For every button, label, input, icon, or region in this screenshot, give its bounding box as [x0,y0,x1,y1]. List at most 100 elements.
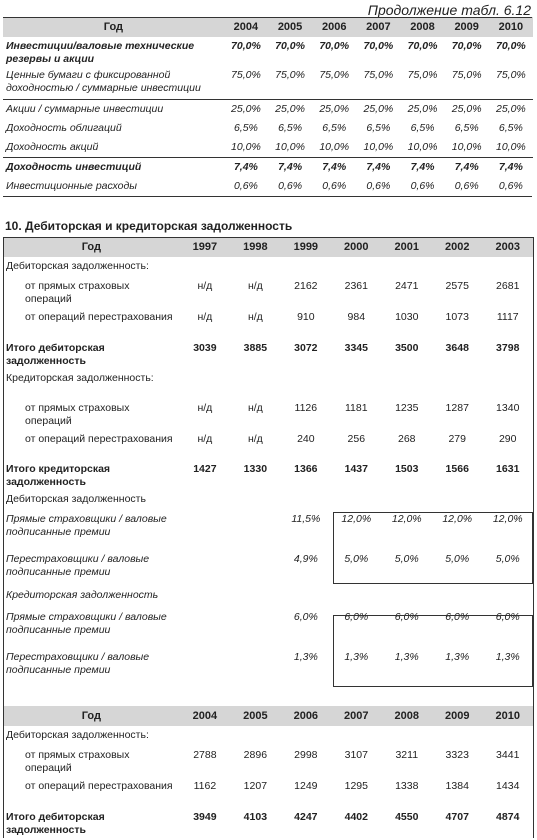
cell-value: 75,0% [407,69,438,81]
investment-table: Год 2004 2005 2006 2007 2008 2009 2010 Инвестиц… [3,17,533,195]
cell-value: 0,6% [498,180,523,192]
cell-value: 3949 [193,811,217,823]
cell-value: 1,3% [293,651,318,663]
cell-value: 6,5% [366,122,391,134]
table-row: Акции / суммарные инвестиции 25,0% 25,0% 25… [3,98,533,119]
cell-value: 70,0% [319,40,350,52]
cell-value: 4402 [344,811,368,823]
row-label: Дебиторская задолженность: [6,729,149,741]
row-label: Инвестиции/валовые технические резервы и… [6,40,195,65]
cell-value: 910 [297,311,315,323]
cell-value: 75,0% [231,69,261,81]
cell-value: 1427 [193,463,217,475]
cell-value: 1434 [496,780,520,792]
cell-value: 1162 [193,780,217,792]
table-row: Дебиторская задолженность: [3,726,533,746]
cell-value: 268 [398,433,416,445]
row-label: от операций перестрахования [25,311,173,323]
table-header: Год 2004 2005 2006 2007 2008 2009 2010 [3,17,533,37]
cell-value: 1338 [395,780,419,792]
cell-value: 1330 [243,463,268,475]
row-label: Кредиторская задолженность: [6,372,154,384]
table-row: Доходность облигаций 6,5% 6,5% 6,5% 6,5% 6,5%… [3,119,533,138]
cell-value: 7,4% [400,156,445,177]
cell-value: 1235 [395,402,419,414]
row-label: Прямые страховщики / валовые подписанные… [6,611,167,636]
cell-value: 6,0% [445,611,470,623]
row-label: Дебиторская задолженность: [6,260,149,272]
cell-value: 7,4% [444,156,489,177]
cell-value: 4247 [294,811,318,823]
cell-value: 1117 [496,311,519,323]
cell-value: 1287 [445,402,469,414]
cell-value: 10,0% [231,141,261,153]
header-year: 2006 [293,709,319,722]
cell-value: 290 [498,433,517,445]
cell-value: 2575 [445,280,469,292]
cell-value: 6,0% [495,611,520,623]
cell-value: 25,0% [223,98,268,119]
header-year-label: Год [81,240,101,253]
cell-value: 2681 [496,280,520,292]
table-row: Итого дебиторская задолженность 3949 4103 4… [3,808,533,838]
cell-value: 70,0% [451,40,482,52]
cell-value: 2896 [243,749,268,761]
cell-value: 1295 [344,780,368,792]
row-label: Инвестиционные расходы [6,180,138,192]
cell-value: 75,0% [319,69,350,81]
cell-value: 6,0% [394,611,419,623]
cell-value: 25,0% [267,98,313,119]
table-row: Перестраховщики / валовые подписанные пр… [3,550,533,586]
cell-value: 12,0% [341,513,372,525]
cell-value: н/д [197,402,213,414]
cell-value: н/д [197,433,213,445]
table-frame [3,17,532,197]
cell-value: 3323 [445,749,469,761]
cell-value: 3500 [395,342,419,354]
row-label: Перестраховщики / валовые подписанные пр… [6,651,150,676]
cell-value: 4,9% [293,553,318,565]
table-row: Кредиторская задолженность: [3,369,533,399]
cell-value: 2788 [193,749,217,761]
cell-value: 7,4% [223,156,268,177]
cell-value: 1503 [395,463,419,475]
table-row: от операций перестрахования н/д н/д 240 256 2… [3,430,533,460]
header-year: 2007 [344,709,369,722]
receivables-forecast-table: Год 2004 2005 2006 2007 2008 2009 2010 Дебиторс… [3,706,533,838]
row-label: Перестраховщики / валовые подписанные пр… [6,553,150,578]
cell-value: 0,6% [454,180,479,192]
cell-value: 25,0% [444,98,489,119]
cell-value: 0,6% [366,180,391,192]
header-year: 2006 [321,20,347,33]
cell-value: 256 [347,433,366,445]
cell-value: 5,0% [445,553,470,565]
cell-value: 1384 [445,780,469,792]
cell-value: 12,0% [442,513,473,525]
cell-value: 1340 [496,402,520,414]
header-year: 2004 [233,20,259,33]
header-year: 2003 [495,240,520,253]
table-row: от операций перестра­хования 1162 1207 1249… [3,777,533,808]
header-year: 1998 [243,240,268,253]
row-label: от прямых страховых операций [25,280,130,305]
cell-value: 3648 [445,342,469,354]
section-title: 10. Дебиторская и кредиторская задолженн… [5,219,293,233]
cell-value: 1,3% [344,651,369,663]
cell-value: 25,0% [356,98,401,119]
cell-value: 1,3% [394,651,419,663]
cell-value: 4103 [243,811,268,823]
cell-value: 75,0% [495,69,526,81]
table-header: Год 2004 2005 2006 2007 2008 2009 2010 [3,706,533,726]
cell-value: 4707 [445,811,469,823]
cell-value: 6,5% [278,122,303,134]
table-row: Дебиторская задолженность [3,490,533,510]
cell-value: 2998 [294,749,318,761]
table-row: Перестраховщики / валовые подписанные пр… [3,648,533,684]
header-year-label: Год [81,709,101,722]
cell-value: 7,4% [267,156,313,177]
row-label: от операций перестра­хования [25,780,173,792]
cell-value: 10,0% [407,141,438,153]
cell-value: 984 [347,311,366,323]
row-label: Итого кредиторская задолженность [6,463,111,488]
cell-value: 1207 [243,780,268,792]
